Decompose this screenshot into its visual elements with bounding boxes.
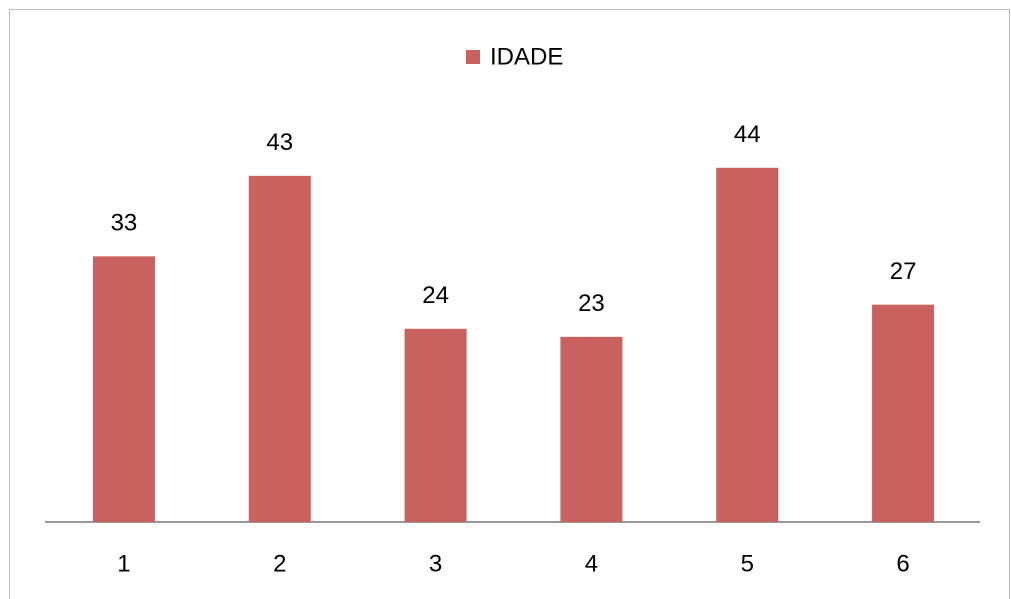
chart-border	[9, 9, 1010, 599]
bar	[92, 256, 155, 522]
x-tick-label: 1	[117, 550, 130, 577]
bar	[872, 304, 935, 522]
data-label: 24	[422, 282, 449, 309]
x-tick-label: 5	[741, 550, 754, 577]
x-tick-label: 2	[273, 550, 286, 577]
legend-label: IDADE	[490, 43, 563, 70]
bar	[404, 328, 467, 522]
bar	[248, 175, 311, 522]
data-label: 27	[890, 258, 917, 285]
bar	[560, 336, 623, 522]
data-label: 33	[111, 210, 138, 237]
bar	[716, 167, 779, 523]
x-tick-label: 6	[896, 550, 909, 577]
legend-swatch	[466, 50, 480, 64]
x-tick-label: 4	[585, 550, 598, 577]
data-label: 44	[734, 121, 761, 148]
x-tick-label: 3	[429, 550, 442, 577]
data-label: 43	[266, 129, 293, 156]
data-label: 23	[578, 290, 605, 317]
